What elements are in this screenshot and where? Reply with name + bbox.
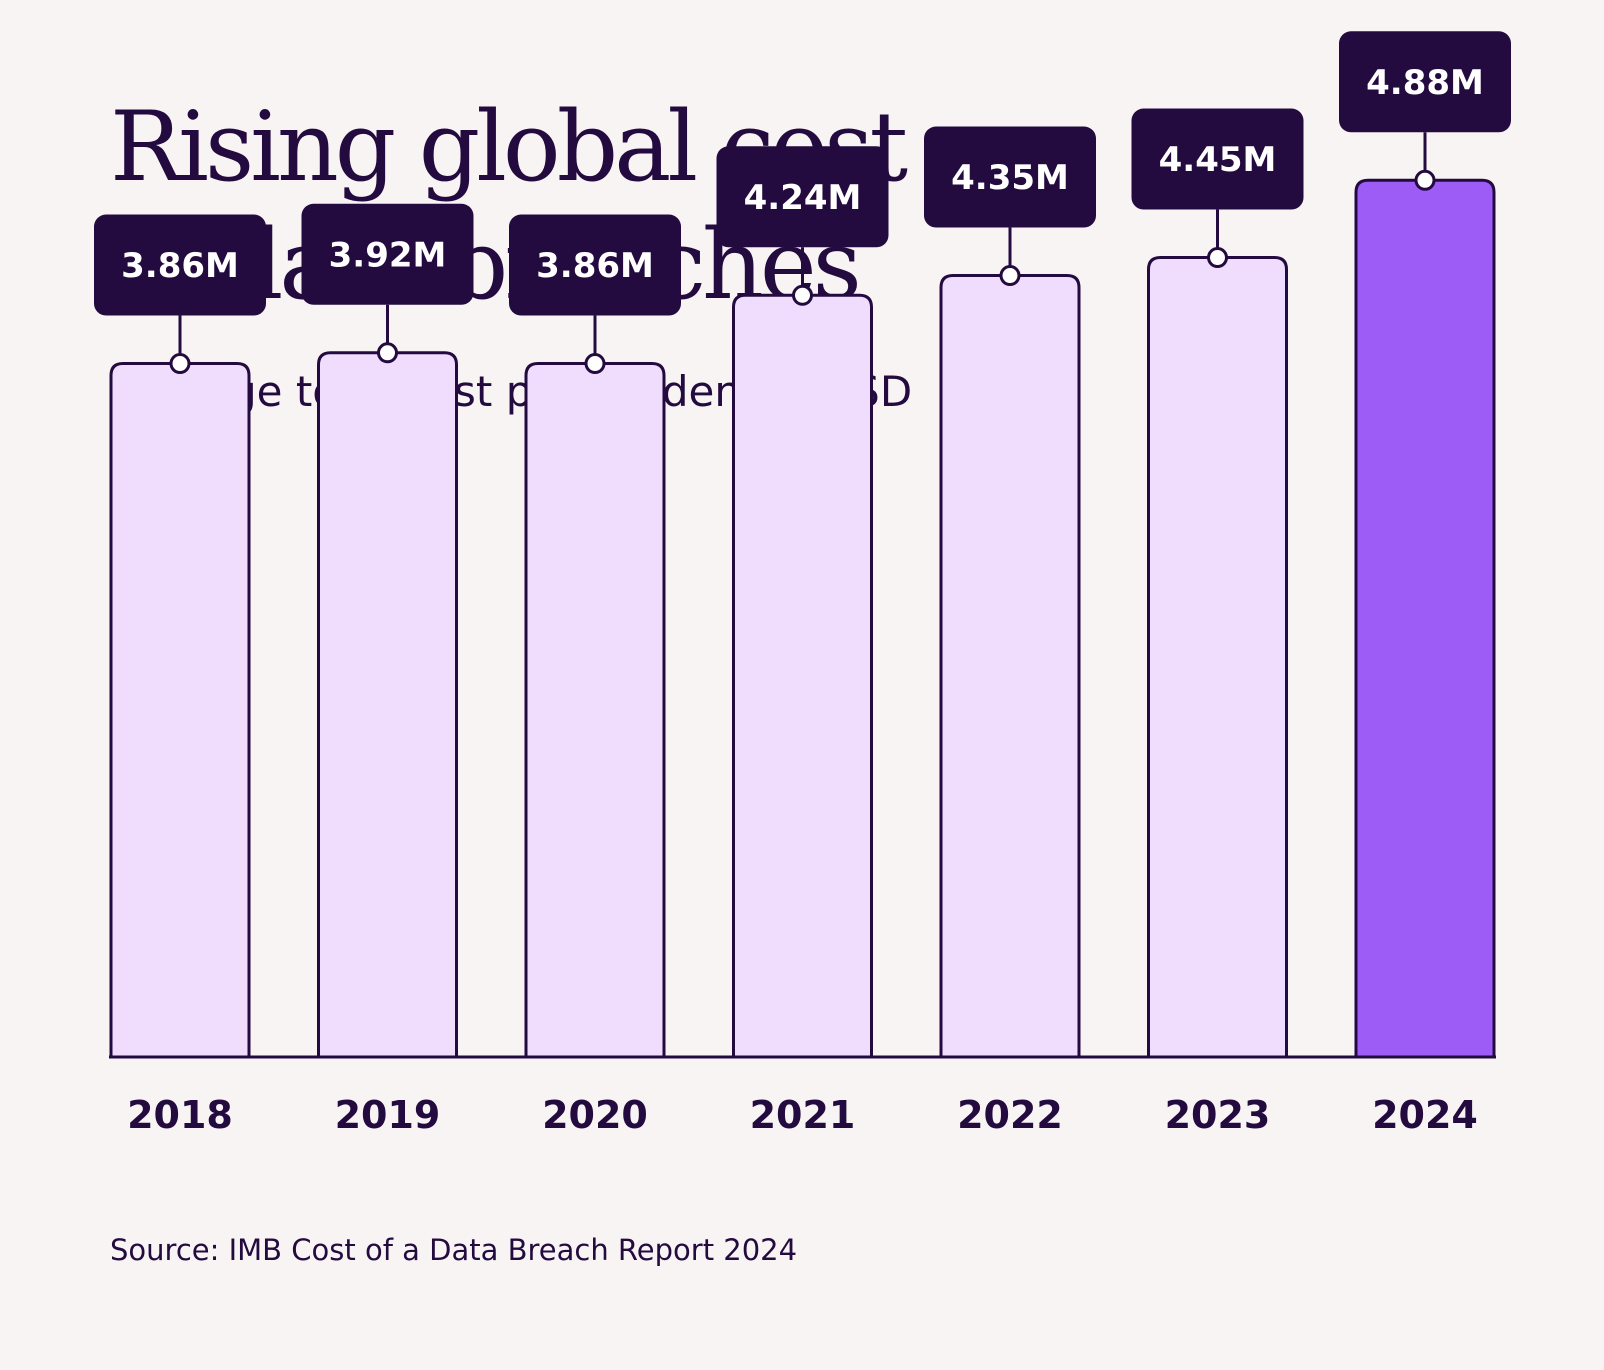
bar-top-marker-2018 (169, 353, 191, 375)
value-label-2022: 4.35M (951, 158, 1069, 198)
x-tick-label-2022: 2022 (957, 1093, 1063, 1137)
bar-2020 (524, 362, 666, 1059)
value-label-2020: 3.86M (536, 246, 654, 286)
bar-top-marker-2020 (584, 353, 606, 375)
value-label-box-2019 (301, 203, 474, 305)
x-tick-label-2018: 2018 (127, 1093, 233, 1137)
x-tick-label-2023: 2023 (1165, 1093, 1271, 1137)
bar-top-marker-2019 (377, 342, 398, 364)
bar-2018 (109, 362, 251, 1059)
value-label-2024: 4.88M (1366, 63, 1484, 103)
bars-layer: 3.86M 3.92M 3.86M 4.24M 4.35M 4.45M 4.88M (94, 31, 1511, 1059)
bar-2023 (1147, 256, 1288, 1059)
bar-top-marker-2023 (1207, 247, 1228, 269)
value-label-box-2023 (1131, 108, 1304, 210)
value-label-box-2018 (94, 214, 266, 316)
bar-top-marker-2024 (1414, 169, 1436, 191)
value-label-2023: 4.45M (1159, 140, 1277, 180)
bar-2024 (1354, 178, 1496, 1059)
bar-2019 (317, 351, 458, 1059)
x-tick-label-2024: 2024 (1372, 1093, 1478, 1137)
value-label-box-2022 (924, 126, 1096, 228)
bar-2021 (732, 293, 873, 1059)
source-note: Source: IMB Cost of a Data Breach Report… (110, 1233, 798, 1267)
value-label-2019: 3.92M (329, 235, 447, 275)
x-tick-label-2020: 2020 (542, 1093, 648, 1137)
bar-2022 (939, 274, 1081, 1059)
value-label-box-2020 (509, 214, 681, 316)
value-label-2018: 3.86M (121, 246, 239, 286)
value-label-box-2021 (716, 146, 889, 248)
bar-top-marker-2022 (999, 265, 1021, 287)
x-tick-labels: 2018 2019 2020 2021 2022 2023 2024 (127, 1093, 1478, 1137)
bar-top-marker-2021 (792, 284, 813, 306)
x-tick-label-2019: 2019 (335, 1093, 441, 1137)
value-label-2021: 4.24M (744, 178, 862, 218)
x-tick-label-2021: 2021 (750, 1093, 856, 1137)
value-label-box-2024 (1339, 31, 1511, 133)
